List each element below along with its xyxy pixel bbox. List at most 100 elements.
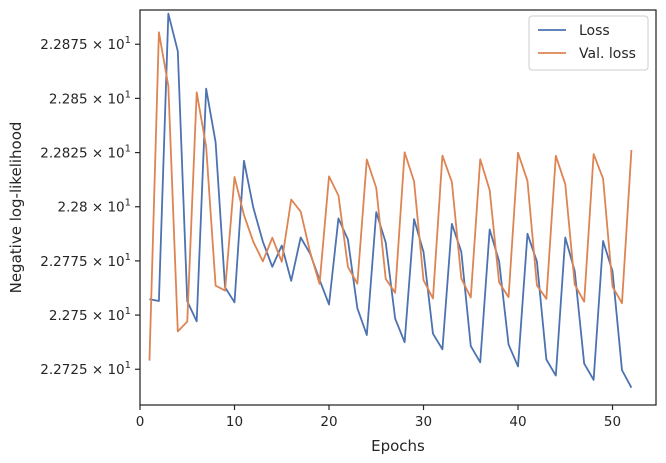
data-point xyxy=(338,218,340,220)
data-point xyxy=(177,50,179,52)
data-point xyxy=(602,178,604,180)
data-point xyxy=(243,214,245,216)
data-point xyxy=(498,260,500,262)
data-point xyxy=(555,375,557,377)
data-point xyxy=(423,251,425,253)
data-point xyxy=(545,298,547,300)
data-point xyxy=(375,187,377,189)
series-line-0 xyxy=(149,12,633,389)
data-point xyxy=(394,292,396,294)
data-point xyxy=(545,359,547,361)
data-point xyxy=(158,300,160,302)
y-tick-label: 2.275 × 101 xyxy=(49,306,131,324)
data-point xyxy=(215,285,217,287)
y-tick-label: 2.2725 × 101 xyxy=(40,360,131,378)
data-point xyxy=(196,91,198,93)
data-point xyxy=(593,379,595,381)
x-tick-label: 40 xyxy=(509,414,526,430)
data-point xyxy=(271,266,273,268)
data-point xyxy=(385,242,387,244)
data-point xyxy=(432,298,434,300)
data-point xyxy=(536,261,538,263)
data-point xyxy=(413,180,415,182)
data-point xyxy=(347,239,349,241)
data-point xyxy=(300,211,302,213)
data-point xyxy=(621,369,623,371)
data-point xyxy=(489,229,491,231)
data-point xyxy=(564,237,566,239)
data-point xyxy=(621,302,623,304)
data-point xyxy=(281,245,283,247)
data-point xyxy=(356,283,358,285)
data-point xyxy=(583,363,585,365)
data-point xyxy=(631,149,633,151)
data-point xyxy=(167,85,169,87)
data-point xyxy=(319,283,321,285)
data-point xyxy=(290,280,292,282)
data-point xyxy=(347,266,349,268)
data-point xyxy=(583,301,585,303)
data-point xyxy=(442,155,444,157)
y-tick-label: 2.28 × 101 xyxy=(57,198,131,216)
data-point xyxy=(612,286,614,288)
data-point xyxy=(328,304,330,306)
x-axis-label: Epochs xyxy=(371,437,425,455)
x-tick-label: 0 xyxy=(136,414,145,430)
data-point xyxy=(375,211,377,213)
data-point xyxy=(158,31,160,33)
data-point xyxy=(234,301,236,303)
data-point xyxy=(479,158,481,160)
data-point xyxy=(234,176,236,178)
data-point xyxy=(451,181,453,183)
data-point xyxy=(205,146,207,148)
data-point xyxy=(253,241,255,243)
data-point xyxy=(602,240,604,242)
data-point xyxy=(262,260,264,262)
data-point xyxy=(243,160,245,162)
data-point xyxy=(517,152,519,154)
data-point xyxy=(470,345,472,347)
data-point xyxy=(328,176,330,178)
x-ticks: 0 10 20 30 40 50 xyxy=(136,405,621,430)
data-point xyxy=(262,241,264,243)
data-point xyxy=(423,279,425,281)
y-tick-label: 2.2775 × 101 xyxy=(40,252,131,270)
x-tick-label: 50 xyxy=(604,414,621,430)
data-point xyxy=(536,284,538,286)
data-point xyxy=(479,361,481,363)
data-point xyxy=(574,284,576,286)
data-point xyxy=(196,320,198,322)
data-point xyxy=(432,333,434,335)
data-point xyxy=(517,366,519,368)
y-ticks: 2.2725 × 101 2.275 × 101 2.2775 × 101 2.28 … xyxy=(40,35,140,378)
data-point xyxy=(564,183,566,185)
data-point xyxy=(149,298,151,300)
legend: Loss Val. loss xyxy=(528,15,649,71)
data-point xyxy=(489,189,491,191)
data-point xyxy=(290,199,292,201)
data-point xyxy=(451,223,453,225)
data-point xyxy=(508,296,510,298)
data-point xyxy=(508,344,510,346)
data-point xyxy=(404,341,406,343)
x-tick-label: 10 xyxy=(226,414,243,430)
data-point xyxy=(271,237,273,239)
y-tick-label: 2.2825 × 101 xyxy=(40,144,131,162)
y-tick-label: 2.2875 × 101 xyxy=(40,35,131,53)
data-point xyxy=(593,153,595,155)
data-point xyxy=(205,88,207,90)
data-point xyxy=(366,159,368,161)
data-point xyxy=(385,278,387,280)
data-point xyxy=(356,307,358,309)
data-point xyxy=(527,180,529,182)
axes-frame xyxy=(139,9,657,406)
data-point xyxy=(224,290,226,292)
data-point xyxy=(149,360,151,362)
legend-label: Val. loss xyxy=(579,46,636,62)
data-point xyxy=(281,261,283,263)
data-point xyxy=(394,318,396,320)
data-point xyxy=(338,195,340,197)
y-tick-label: 2.285 × 101 xyxy=(49,89,131,107)
data-point xyxy=(215,141,217,143)
